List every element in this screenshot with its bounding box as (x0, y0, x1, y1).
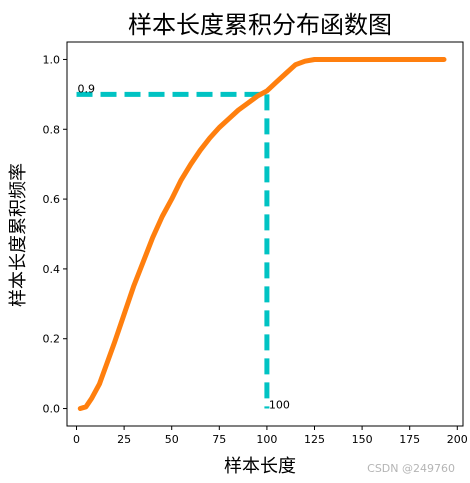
axes-frame (66, 41, 464, 427)
x-tick-label: 200 (447, 433, 468, 446)
y-axis-label: 样本长度累积频率 (8, 163, 29, 307)
series-layer (77, 57, 447, 411)
annotations-layer: 0.9 100 (78, 82, 290, 411)
y-tick-label: 0.4 (43, 263, 61, 276)
x-tick-label: 50 (165, 433, 179, 446)
y-tick-label: 0.8 (43, 123, 61, 136)
annotation-x-value: 100 (269, 399, 290, 412)
y-tick-label: 0.0 (43, 403, 61, 416)
y-tick-label: 0.2 (43, 333, 61, 346)
x-tick-label: 0 (73, 433, 80, 446)
x-tick-label: 100 (256, 433, 277, 446)
chart-title: 样本长度累积分布函数图 (128, 11, 392, 39)
annotation-y-value: 0.9 (78, 82, 96, 95)
x-tick-label: 25 (117, 433, 131, 446)
x-tick-label: 125 (304, 433, 325, 446)
x-tick-label: 175 (399, 433, 420, 446)
cdf-series-line (77, 57, 447, 411)
ticks-layer: 0 25 50 75 100 125 150 175 200 0.0 0.2 0.4 0.6 0.8 1.0 (43, 53, 468, 446)
x-tick-label: 150 (352, 433, 373, 446)
y-tick-label: 0.6 (43, 193, 61, 206)
y-tick-label: 1.0 (43, 53, 61, 66)
reference-lines (76, 91, 270, 409)
watermark: CSDN @249760 (367, 462, 455, 475)
x-tick-label: 75 (212, 433, 226, 446)
x-axis-label: 样本长度 (224, 456, 296, 477)
plot-frame (66, 41, 464, 427)
